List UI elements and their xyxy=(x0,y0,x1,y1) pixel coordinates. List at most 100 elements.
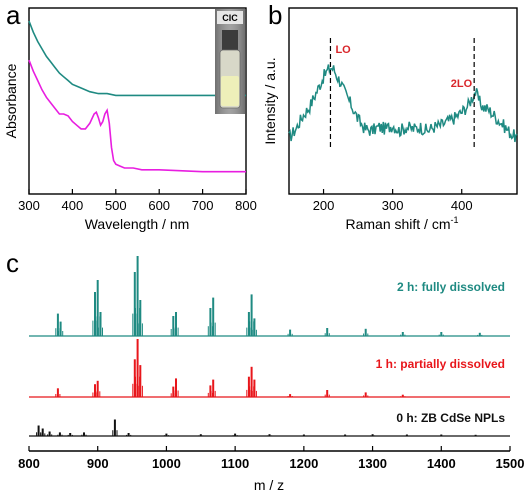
spectrum-peak-satellite xyxy=(99,391,101,397)
spectrum-peak xyxy=(113,419,116,436)
plot-frame-b xyxy=(288,7,518,195)
absorbance-line-teal xyxy=(28,20,246,97)
spectrum-peak-satellite xyxy=(328,333,330,336)
x-tick-label-a: 400 xyxy=(62,198,84,213)
spectrum-peak-satellite xyxy=(174,393,176,397)
spectrum-label: 0 h: ZB CdSe NPLs xyxy=(396,411,505,425)
spectrum-peak-satellite xyxy=(287,396,289,397)
spectrum-peak xyxy=(37,425,40,436)
spectrum-peak-satellite xyxy=(481,334,483,336)
spectrum-peak-satellite xyxy=(236,435,238,436)
spectrum-peak-satellite xyxy=(232,435,234,436)
spectrum-peak xyxy=(136,256,139,336)
spectrum-peak-satellite xyxy=(249,321,251,336)
spectrum-peak-satellite xyxy=(96,392,98,397)
x-axis-label-b: Raman shift / cm-1 xyxy=(345,215,458,232)
spectrum-peak-satellite xyxy=(346,435,348,436)
spectrum-peak xyxy=(96,380,99,397)
spectrum-peak-satellite xyxy=(404,396,406,397)
spectrum-peak-satellite xyxy=(246,327,248,336)
spectrum-peak xyxy=(94,292,96,336)
spectrum-peak-satellite xyxy=(170,393,172,397)
vial-photo-inset: CIC xyxy=(215,9,245,114)
x-axis-label-a: Wavelength / nm xyxy=(85,216,190,232)
spectrum-peak-satellite xyxy=(51,434,53,436)
panel-label-a: a xyxy=(6,0,21,30)
spectrum-peak xyxy=(133,359,136,397)
raman-line xyxy=(288,64,518,143)
x-tick-label-a: 800 xyxy=(235,198,257,213)
spectrum-peak xyxy=(405,434,408,436)
spectrum-peak xyxy=(127,433,130,436)
spectrum-peak-satellite xyxy=(141,323,143,336)
spectrum-peak-satellite xyxy=(163,435,165,436)
spectrum-peak xyxy=(165,433,168,436)
spectrum-peak-satellite xyxy=(251,329,253,336)
x-tick-label-c: 800 xyxy=(18,456,40,471)
spectrum-peak-satellite xyxy=(139,376,141,397)
spectrum-peak-satellite xyxy=(136,383,138,397)
spectrum-peak-satellite xyxy=(202,435,204,436)
spectrum-peak-satellite xyxy=(210,322,212,336)
spectrum-peak-satellite xyxy=(40,433,42,436)
peak-label-2LO: 2LO xyxy=(451,78,473,90)
spectrum-peak xyxy=(474,434,477,436)
spectrum-peak-satellite xyxy=(92,392,94,397)
spectrum-peak-satellite xyxy=(59,394,61,397)
spectrum-peak-satellite xyxy=(55,328,57,336)
spectrum-peak xyxy=(253,379,256,397)
spectrum-peak xyxy=(172,316,175,336)
spectrum-peak-satellite xyxy=(287,333,289,336)
spectrum-peak xyxy=(56,313,59,336)
spectrum-peak xyxy=(247,312,250,336)
x-tick-label-c: 1400 xyxy=(427,456,456,471)
spectrum-peak xyxy=(302,434,305,436)
mass-spectra-chart: m / z 800 900 1000 1100 1200 1300 1400 1500 2 h:… xyxy=(18,256,524,493)
spectrum-peak xyxy=(83,432,85,436)
spectrum-peak-satellite xyxy=(130,434,132,436)
spectrum-peak-satellite xyxy=(214,390,216,397)
spectrum-peak xyxy=(250,366,253,397)
spectrum-peak-satellite xyxy=(116,430,118,436)
spectrum-peak xyxy=(99,312,102,336)
x-tick-label-c: 1300 xyxy=(358,456,387,471)
x-tick-label-b: 200 xyxy=(313,198,335,213)
spectrum-peak xyxy=(268,434,271,436)
spectrum-peak xyxy=(172,386,175,397)
spectrum-peak xyxy=(289,329,292,336)
spectrum-peak-satellite xyxy=(367,395,369,397)
spectrum-peak-satellite xyxy=(255,390,257,397)
vial-label: CIC xyxy=(222,13,238,23)
spectrum-peak-satellite xyxy=(374,435,376,436)
x-tick-label-a: 500 xyxy=(105,198,127,213)
spectrum-peak xyxy=(199,434,202,436)
spectrum-peak-satellite xyxy=(214,322,216,336)
spectrum-peak xyxy=(344,434,347,436)
spectrum-peak-satellite xyxy=(85,434,87,436)
spectrum-peak-satellite xyxy=(173,327,175,336)
spectrum-peak xyxy=(326,390,329,397)
spectrum-peak-satellite xyxy=(174,329,176,336)
x-tick-label-c: 900 xyxy=(87,456,109,471)
spectrum-peak-satellite xyxy=(301,435,303,436)
spectrum-peak-satellite xyxy=(342,435,344,436)
spectrum-peak-satellite xyxy=(367,333,369,336)
spectrum-peak-satellite xyxy=(177,327,179,336)
spectrum-peak-satellite xyxy=(59,328,61,336)
spectrum-peak xyxy=(212,297,215,336)
spectrum-peak xyxy=(41,428,44,436)
spectrum-peak xyxy=(139,365,142,397)
spectrum-peak-satellite xyxy=(173,390,175,397)
spectrum-peak-satellite xyxy=(442,334,444,336)
spectrum-peak-satellite xyxy=(291,396,293,397)
spectrum-peak-satellite xyxy=(135,308,136,336)
x-axis-label-b-main: Raman shift / cm xyxy=(345,216,450,232)
spectrum-peak xyxy=(209,308,212,336)
spectrum-peak-satellite xyxy=(249,386,251,397)
spectrum-peak-satellite xyxy=(324,394,326,397)
spectrum-peak xyxy=(289,394,292,397)
x-tick-label-c: 1500 xyxy=(496,456,524,471)
spectrum-peak-satellite xyxy=(212,326,213,336)
spectrum-peak-satellite xyxy=(438,334,440,336)
